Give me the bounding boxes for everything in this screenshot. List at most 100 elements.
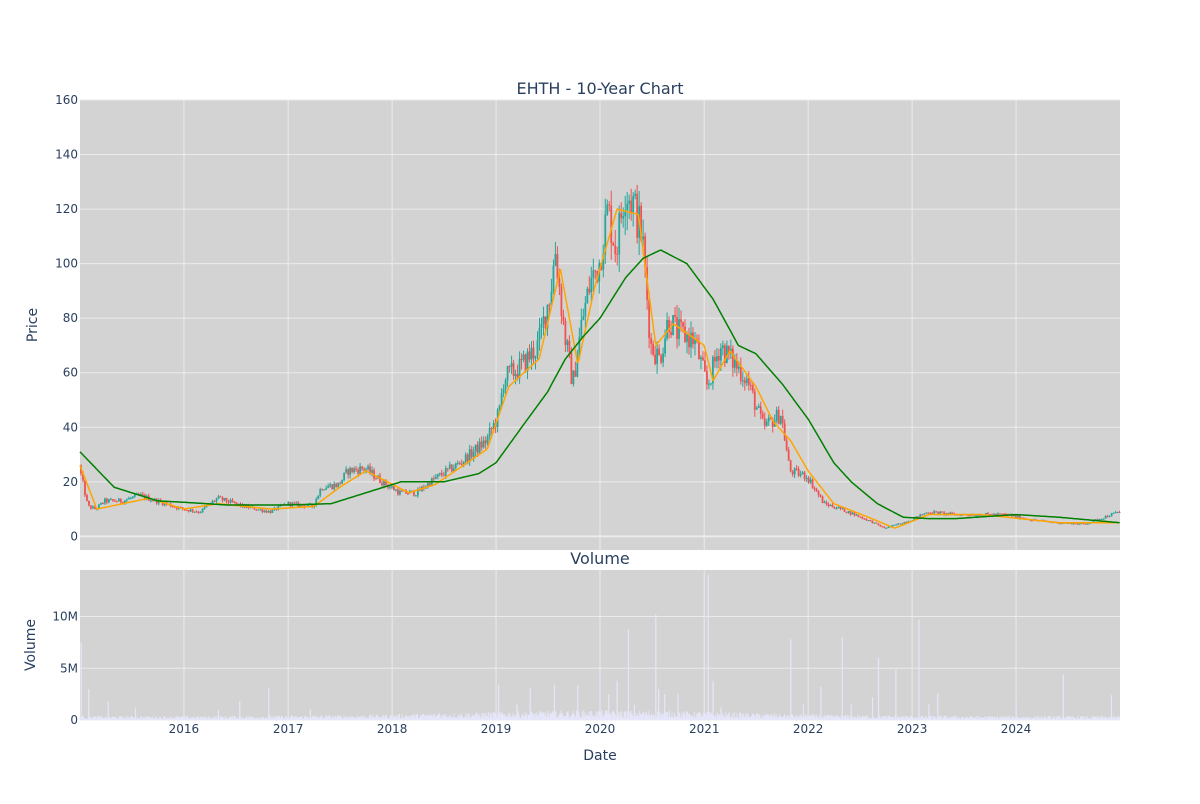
- candle-body: [624, 209, 627, 217]
- volume-bar: [404, 718, 406, 720]
- candle-body: [171, 506, 174, 508]
- volume-bar: [599, 670, 601, 720]
- volume-bar: [415, 714, 417, 720]
- candle-body: [161, 501, 164, 506]
- candle-body: [883, 526, 886, 529]
- x-tick-label: 2016: [169, 722, 200, 736]
- candle-body: [592, 270, 595, 278]
- volume-bar: [754, 714, 756, 720]
- volume-bar: [170, 718, 172, 720]
- volume-bar: [434, 717, 436, 720]
- volume-bar: [125, 716, 127, 720]
- candle-body: [1084, 523, 1087, 525]
- volume-bar: [858, 715, 860, 720]
- volume-bar: [767, 714, 769, 720]
- volume-bar: [871, 697, 874, 720]
- volume-bar: [963, 718, 965, 720]
- volume-bar: [856, 715, 858, 720]
- volume-bar: [542, 712, 544, 720]
- volume-bar: [543, 712, 545, 720]
- volume-bar: [1009, 715, 1011, 720]
- volume-bar: [567, 710, 569, 720]
- volume-bar: [507, 713, 509, 720]
- candle-body: [763, 418, 766, 426]
- candle-body: [793, 468, 796, 475]
- volume-bar: [580, 717, 582, 720]
- volume-bar: [1119, 717, 1121, 720]
- volume-bar: [1030, 717, 1032, 720]
- volume-bar: [114, 716, 116, 720]
- volume-bar: [565, 715, 567, 720]
- volume-bar: [1095, 716, 1097, 720]
- volume-bar: [259, 717, 261, 720]
- volume-bar: [492, 717, 494, 720]
- volume-bar: [727, 713, 729, 720]
- volume-bar: [816, 717, 818, 720]
- volume-bar: [446, 716, 448, 720]
- volume-bar: [592, 716, 594, 720]
- volume-bar: [399, 714, 401, 720]
- candle-body: [835, 508, 838, 510]
- volume-bar: [997, 716, 999, 720]
- volume-bar: [138, 718, 140, 720]
- volume-bar: [641, 713, 643, 720]
- volume-bar: [703, 712, 705, 720]
- volume-bar: [784, 713, 786, 720]
- volume-bar: [903, 716, 905, 720]
- volume-bar: [274, 717, 276, 720]
- volume-bar: [860, 716, 862, 720]
- volume-bar: [378, 717, 380, 720]
- candle-body: [391, 486, 393, 488]
- volume-bar: [340, 716, 342, 720]
- volume-bar: [257, 718, 259, 720]
- candle-body: [723, 345, 726, 364]
- volume-bar: [270, 715, 272, 720]
- volume-bar: [874, 717, 876, 720]
- volume-bar: [919, 716, 921, 720]
- volume-bar: [315, 715, 317, 720]
- volume-bar: [498, 712, 500, 720]
- volume-bar: [795, 717, 797, 720]
- candle-body: [933, 511, 936, 514]
- candle-body: [1082, 523, 1085, 525]
- volume-bar: [627, 711, 629, 720]
- volume-bar: [164, 717, 166, 720]
- volume-bar: [1081, 716, 1083, 720]
- volume-bar: [962, 716, 964, 720]
- candle-body: [371, 470, 373, 473]
- volume-bar: [533, 713, 535, 720]
- volume-bar: [404, 715, 406, 720]
- candle-body: [733, 359, 736, 368]
- volume-bar: [898, 717, 900, 720]
- candle-body: [203, 507, 206, 509]
- volume-bar: [381, 716, 383, 720]
- volume-bar: [975, 718, 977, 720]
- volume-bar: [458, 717, 460, 720]
- x-tick-label: 2017: [273, 722, 304, 736]
- volume-bar: [662, 713, 664, 720]
- volume-bar: [152, 716, 154, 720]
- volume-bar: [260, 718, 262, 720]
- volume-bar: [557, 715, 559, 720]
- candle-body: [263, 510, 266, 512]
- candle-body: [1108, 516, 1111, 518]
- volume-bar: [981, 717, 983, 720]
- candle-body: [602, 254, 605, 270]
- volume-bar: [457, 714, 459, 720]
- volume-bar: [158, 718, 160, 720]
- volume-bar: [117, 718, 119, 720]
- volume-bar: [629, 711, 631, 720]
- volume-bar: [141, 716, 143, 720]
- volume-bar: [563, 716, 565, 720]
- volume-bar: [1103, 716, 1105, 720]
- volume-bar: [562, 712, 564, 720]
- volume-bar: [547, 710, 549, 720]
- volume-bar: [859, 718, 861, 720]
- volume-bar: [129, 718, 131, 720]
- volume-bar: [1003, 716, 1005, 720]
- volume-bar: [293, 716, 295, 720]
- candle-body: [608, 204, 611, 206]
- volume-bar: [220, 715, 222, 720]
- volume-bar: [419, 716, 421, 720]
- candle-body: [871, 520, 874, 524]
